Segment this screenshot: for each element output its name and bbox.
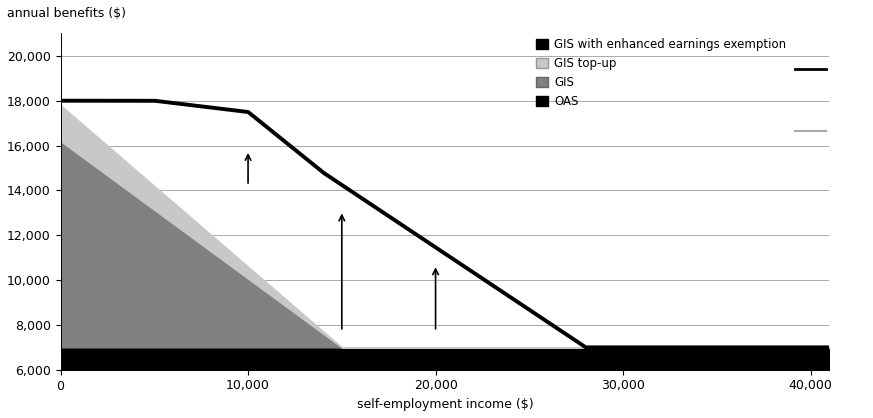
X-axis label: self-employment income ($): self-employment income ($) xyxy=(357,398,533,411)
Legend: GIS with enhanced earnings exemption, GIS top-up, GIS, OAS: GIS with enhanced earnings exemption, GI… xyxy=(532,33,791,112)
Text: annual benefits ($): annual benefits ($) xyxy=(7,7,126,20)
